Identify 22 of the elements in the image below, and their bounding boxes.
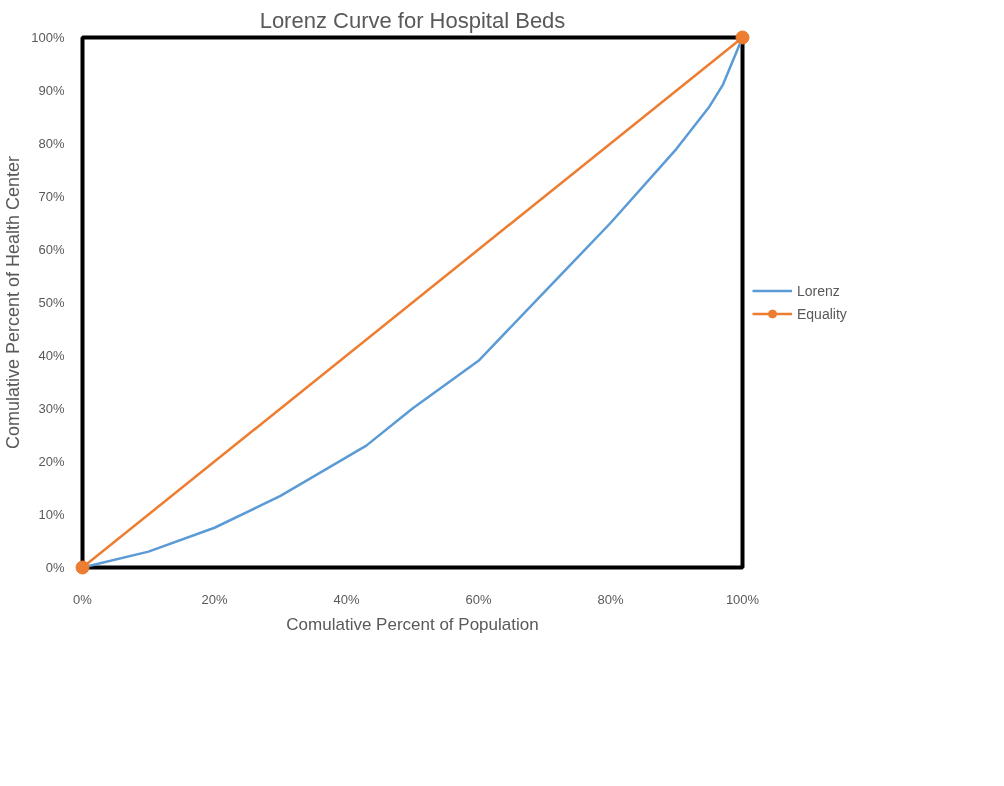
y-tick-label: 10% (38, 507, 65, 522)
x-tick-label: 40% (333, 591, 360, 607)
y-tick-label: 80% (38, 136, 65, 151)
y-tick-label: 50% (38, 295, 65, 310)
y-tick-label: 30% (38, 401, 65, 416)
legend-label: Lorenz (797, 282, 840, 299)
y-tick-label: 40% (38, 348, 65, 363)
x-axis-title: Comulative Percent of Population (286, 614, 539, 634)
x-tick-label: 20% (201, 591, 228, 607)
y-tick-label: 90% (38, 83, 65, 98)
x-tick-label: 60% (465, 591, 492, 607)
y-tick-label: 0% (45, 560, 65, 575)
y-tick-label: 100% (31, 30, 65, 45)
y-axis-title: Comulative Percent of Health Center (3, 155, 24, 450)
legend-label: Equality (797, 305, 847, 322)
y-tick-label: 70% (38, 189, 65, 204)
y-tick-label: 60% (38, 242, 65, 257)
x-tick-label: 100% (725, 591, 760, 607)
chart-title: Lorenz Curve for Hospital Beds (259, 7, 566, 33)
x-tick-label: 0% (73, 591, 93, 607)
x-tick-label: 80% (597, 591, 624, 607)
y-tick-label: 20% (38, 454, 65, 469)
